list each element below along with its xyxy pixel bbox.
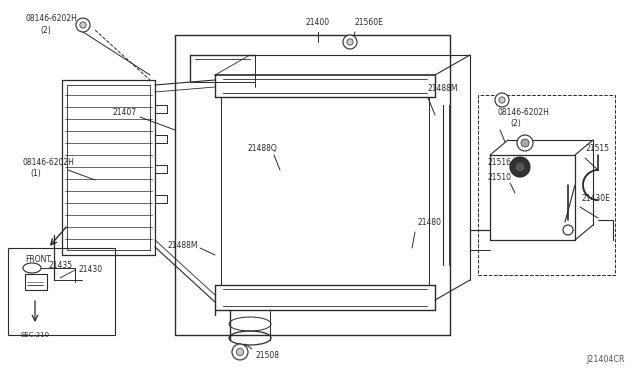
Circle shape xyxy=(515,162,525,172)
Text: 21508: 21508 xyxy=(255,350,279,359)
Text: FRONT: FRONT xyxy=(25,256,51,264)
Text: 21510: 21510 xyxy=(488,173,512,182)
Text: 08146-6202H: 08146-6202H xyxy=(498,108,550,116)
Circle shape xyxy=(80,22,86,28)
Bar xyxy=(221,97,429,285)
Circle shape xyxy=(495,93,509,107)
Text: 21488M: 21488M xyxy=(168,241,198,250)
Bar xyxy=(25,274,47,290)
Bar xyxy=(8,248,115,335)
Circle shape xyxy=(517,135,533,151)
Text: 21407: 21407 xyxy=(112,108,136,116)
Circle shape xyxy=(76,18,90,32)
Text: 21480: 21480 xyxy=(418,218,442,227)
Circle shape xyxy=(521,139,529,147)
Circle shape xyxy=(232,344,248,360)
Circle shape xyxy=(510,157,530,177)
Bar xyxy=(478,95,615,275)
Text: 08146-6202H: 08146-6202H xyxy=(25,13,77,22)
Text: 21488Q: 21488Q xyxy=(248,144,278,153)
Circle shape xyxy=(563,225,573,235)
Circle shape xyxy=(347,39,353,45)
Text: 21516: 21516 xyxy=(488,157,512,167)
Text: 08146-6202H: 08146-6202H xyxy=(22,157,74,167)
Text: 21400: 21400 xyxy=(306,17,330,26)
Text: SEC.210: SEC.210 xyxy=(20,332,49,338)
Circle shape xyxy=(499,97,505,103)
Text: 21435: 21435 xyxy=(48,260,72,269)
Text: 21430E: 21430E xyxy=(582,193,611,202)
Text: 21560E: 21560E xyxy=(355,17,384,26)
Text: (2): (2) xyxy=(510,119,521,128)
Circle shape xyxy=(236,349,244,356)
Text: J21404CR: J21404CR xyxy=(586,356,625,365)
Text: (1): (1) xyxy=(30,169,41,177)
Circle shape xyxy=(343,35,357,49)
Text: 21430: 21430 xyxy=(78,266,102,275)
Text: 21515: 21515 xyxy=(586,144,610,153)
Text: 21488M: 21488M xyxy=(428,83,458,93)
Text: (2): (2) xyxy=(40,26,51,35)
